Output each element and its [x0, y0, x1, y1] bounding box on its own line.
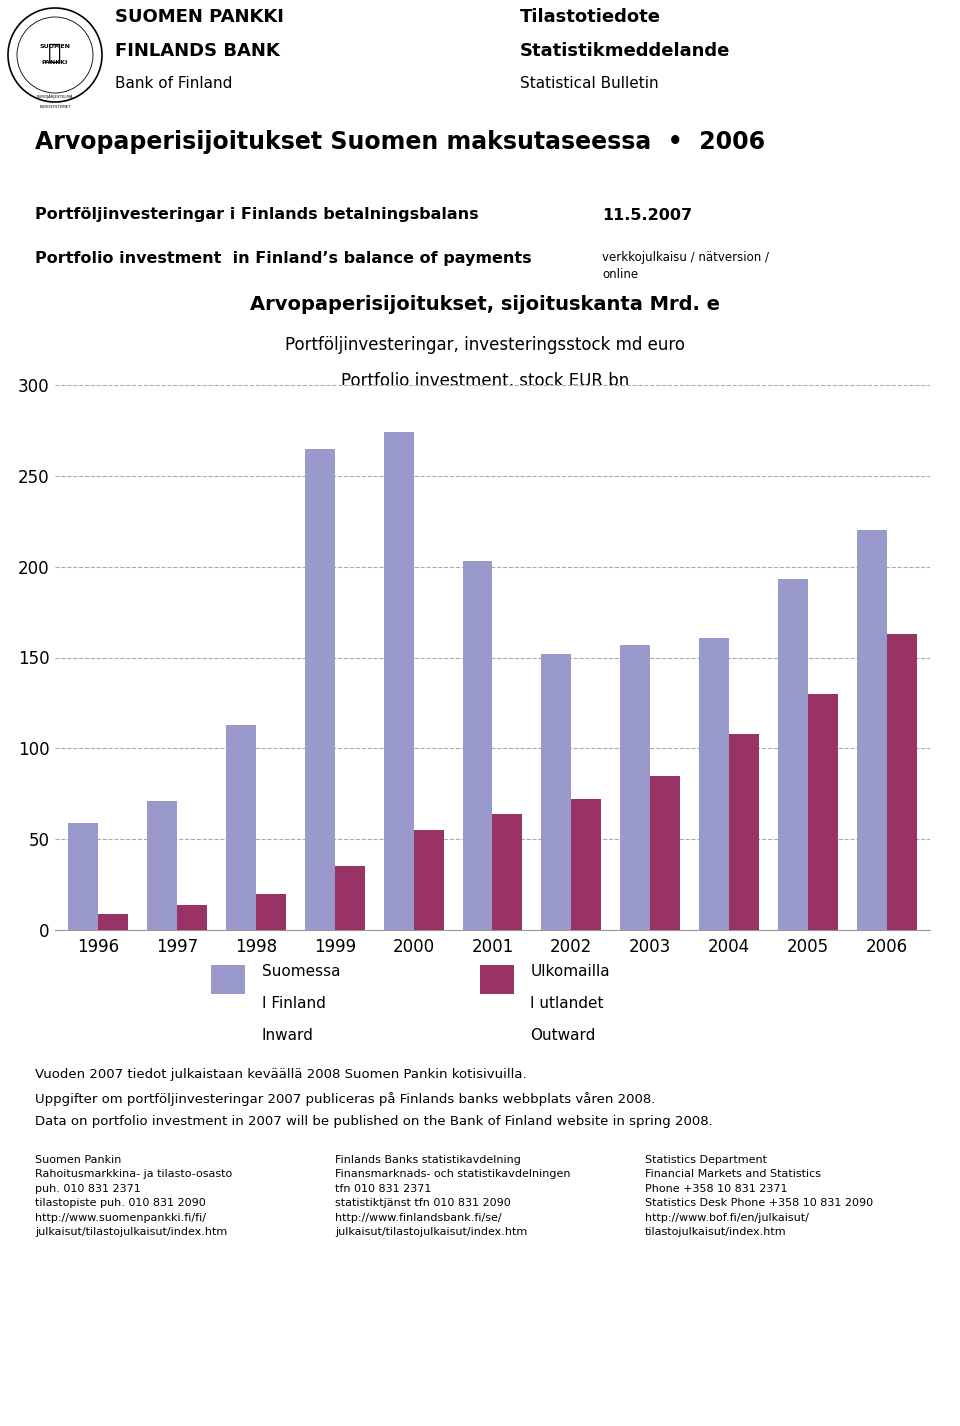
Bar [541, 655, 571, 930]
Bar [147, 801, 178, 930]
Text: verkkojulkaisu / nätversion /
online: verkkojulkaisu / nätversion / online [602, 251, 769, 281]
Bar [98, 914, 129, 930]
Text: SUOMEN: SUOMEN [39, 44, 70, 50]
Text: EUROJÄRJESTELMÄ: EUROJÄRJESTELMÄ [36, 94, 73, 100]
Bar [226, 724, 256, 930]
Text: PANKKI: PANKKI [42, 60, 68, 66]
Text: Suomen Pankin
Rahoitusmarkkina- ja tilasto-osasto
puh. 010 831 2371
tilastopiste: Suomen Pankin Rahoitusmarkkina- ja tilas… [35, 1155, 232, 1236]
Text: Outward: Outward [531, 1028, 596, 1042]
Bar [480, 965, 514, 994]
Bar [256, 894, 286, 930]
Bar [807, 694, 838, 930]
Text: Inward: Inward [261, 1028, 314, 1042]
Text: Arvopaperisijoitukset Suomen maksutaseessa  •  2006: Arvopaperisijoitukset Suomen maksutasees… [35, 130, 765, 154]
Text: Finlands Banks statistikavdelning
Finansmarknads- och statistikavdelningen
tfn 0: Finlands Banks statistikavdelning Finans… [335, 1155, 570, 1236]
Bar [463, 562, 492, 930]
Text: Vuoden 2007 tiedot julkaistaan keväällä 2008 Suomen Pankin kotisivuilla.: Vuoden 2007 tiedot julkaistaan keväällä … [35, 1068, 527, 1081]
Text: Portfolio investment, stock EUR bn: Portfolio investment, stock EUR bn [341, 372, 629, 389]
Text: Tilastotiedote: Tilastotiedote [520, 9, 661, 26]
Bar [620, 645, 650, 930]
Text: I utlandet: I utlandet [531, 995, 604, 1011]
Text: FINLANDS BANK: FINLANDS BANK [115, 43, 279, 60]
Bar [778, 579, 807, 930]
Text: 🦁: 🦁 [48, 43, 61, 63]
Bar [856, 530, 887, 930]
Bar [650, 776, 680, 930]
Bar [699, 637, 729, 930]
Text: Arvopaperisijoitukset, sijoituskanta Mrd. e: Arvopaperisijoitukset, sijoituskanta Mrd… [250, 295, 720, 314]
Bar [178, 904, 207, 930]
Text: Statistikmeddelande: Statistikmeddelande [520, 43, 731, 60]
Bar [211, 965, 245, 994]
Text: Portföljinvesteringar, investeringsstock md euro: Portföljinvesteringar, investeringsstock… [285, 335, 685, 354]
Text: Ulkomailla: Ulkomailla [531, 964, 610, 980]
Text: EUROSYSTEMET: EUROSYSTEMET [39, 106, 71, 108]
Text: Statistics Department
Financial Markets and Statistics
Phone +358 10 831 2371
St: Statistics Department Financial Markets … [645, 1155, 874, 1236]
Text: SUOMEN PANKKI: SUOMEN PANKKI [115, 9, 284, 26]
Text: 11.5.2007: 11.5.2007 [602, 208, 692, 222]
Text: Portfolio investment  in Finland’s balance of payments: Portfolio investment in Finland’s balanc… [35, 251, 532, 265]
Text: Data on portfolio investment in 2007 will be published on the Bank of Finland we: Data on portfolio investment in 2007 wil… [35, 1115, 712, 1128]
Bar [729, 734, 759, 930]
Bar [492, 814, 522, 930]
Bar [335, 867, 365, 930]
Bar [305, 449, 335, 930]
Text: Suomessa: Suomessa [261, 964, 340, 980]
Bar [887, 635, 917, 930]
Text: Statistical Bulletin: Statistical Bulletin [520, 77, 659, 91]
Text: Bank of Finland: Bank of Finland [115, 77, 232, 91]
Bar [414, 830, 444, 930]
Bar [571, 799, 601, 930]
Text: I Finland: I Finland [261, 995, 325, 1011]
Bar [68, 823, 98, 930]
Text: Uppgifter om portföljinvesteringar 2007 publiceras på Finlands banks webbplats v: Uppgifter om portföljinvesteringar 2007 … [35, 1091, 656, 1105]
Text: Portföljinvesteringar i Finlands betalningsbalans: Portföljinvesteringar i Finlands betalni… [35, 208, 479, 222]
Bar [384, 432, 414, 930]
